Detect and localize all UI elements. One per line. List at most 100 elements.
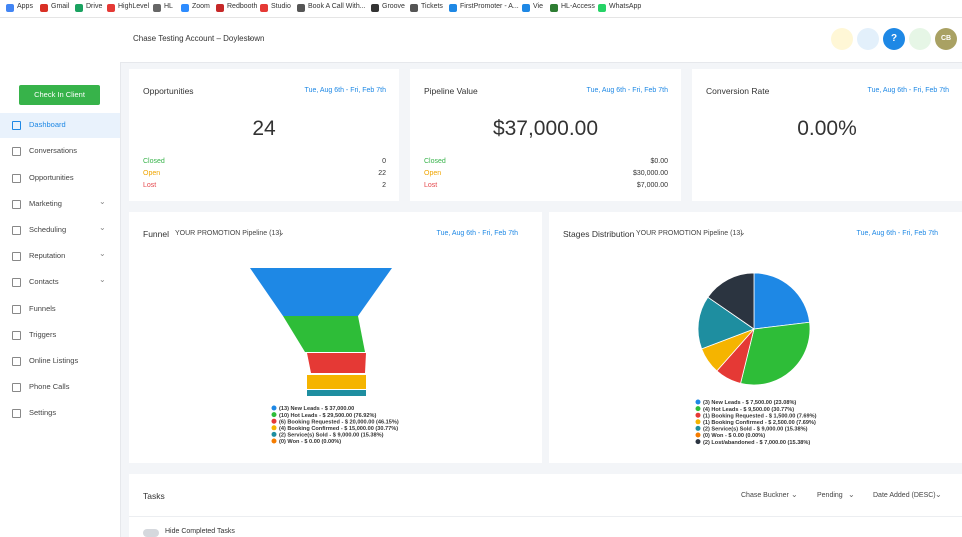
- row-value: 2: [382, 182, 386, 189]
- bookmark[interactable]: Studio: [271, 3, 291, 10]
- card-value: $37,000.00: [492, 117, 599, 140]
- menu-caret: ⌄: [99, 275, 106, 284]
- bookmark-icon: [410, 4, 418, 12]
- menu-item[interactable]: Scheduling: [29, 225, 67, 234]
- pipeline-select[interactable]: YOUR PROMOTION Pipeline (13): [636, 230, 743, 237]
- legend-entry: (3) New Leads - $ 7,500.00 (23.08%): [703, 400, 796, 406]
- row-value: $0.00: [650, 158, 668, 165]
- bookmark-icon: [181, 4, 189, 12]
- tasks-divider: [129, 516, 962, 517]
- bookmark-icon: [6, 4, 14, 12]
- check-in-button[interactable]: Check In Client: [19, 85, 100, 105]
- card-date[interactable]: Tue, Aug 6th - Fri, Feb 7th: [586, 87, 668, 94]
- menu-item[interactable]: Online Listings: [29, 356, 79, 365]
- row-value: $7,000.00: [636, 182, 668, 189]
- chart-title: Funnel: [143, 229, 169, 239]
- account-switcher[interactable]: Chase Testing Account – Doylestown: [133, 34, 265, 43]
- menu-item[interactable]: Conversations: [29, 146, 77, 155]
- metric-card: Opportunities Tue, Aug 6th - Fri, Feb 7th…: [129, 69, 399, 201]
- card-title: Opportunities: [143, 86, 194, 96]
- bookmark[interactable]: Zoom: [192, 3, 210, 10]
- bookmark[interactable]: Groove: [382, 3, 405, 10]
- card-date[interactable]: Tue, Aug 6th - Fri, Feb 7th: [304, 87, 386, 94]
- task-filter[interactable]: Chase Buckner: [741, 492, 789, 499]
- row-value: 22: [378, 170, 386, 177]
- row-label: Lost: [424, 182, 438, 189]
- card-date[interactable]: Tue, Aug 6th - Fri, Feb 7th: [867, 87, 949, 94]
- bookmark[interactable]: HighLevel: [118, 3, 150, 10]
- row-label: Closed: [143, 158, 165, 165]
- bookmark-icon: [75, 4, 83, 12]
- toggle-label[interactable]: Hide Completed Tasks: [165, 528, 235, 535]
- legend-swatch: [271, 405, 277, 411]
- menu-item[interactable]: Marketing: [29, 199, 62, 208]
- row-value: $30,000.00: [632, 170, 668, 177]
- pie-slice: [740, 321, 811, 386]
- pie-slice: [697, 296, 755, 350]
- sidebar: [0, 62, 121, 537]
- metric-card: Conversion Rate Tue, Aug 6th - Fri, Feb 7…: [692, 69, 962, 201]
- menu-item[interactable]: Funnels: [29, 304, 56, 313]
- bookmark[interactable]: Redbooth: [227, 3, 258, 10]
- legend-swatch: [695, 425, 701, 431]
- task-filter[interactable]: Pending: [817, 492, 843, 499]
- bookmark-icon: [40, 4, 48, 12]
- bookmark[interactable]: Drive: [86, 3, 103, 10]
- menu-caret: ⌄: [99, 197, 106, 206]
- card-title: Conversion Rate: [706, 86, 770, 96]
- legend-swatch: [271, 431, 277, 437]
- legend-swatch: [695, 406, 701, 412]
- bookmark-icon: [550, 4, 558, 12]
- card-value: 24: [252, 117, 276, 140]
- bookmarks-bar: [0, 0, 962, 18]
- bookmark[interactable]: HL: [164, 3, 173, 10]
- menu-item[interactable]: Phone Calls: [29, 382, 70, 391]
- card-title: Pipeline Value: [424, 86, 478, 96]
- bookmark-icon: [598, 4, 606, 12]
- legend-swatch: [695, 412, 701, 418]
- row-label: Open: [143, 170, 161, 177]
- funnel-segment: [250, 268, 392, 316]
- bookmark[interactable]: FirstPromoter - A...: [460, 3, 519, 10]
- header-icon[interactable]: [909, 28, 931, 50]
- bookmark[interactable]: Gmail: [51, 3, 70, 10]
- legend-swatch: [271, 438, 277, 444]
- bookmark[interactable]: Vie: [533, 3, 543, 10]
- bookmark[interactable]: WhatsApp: [609, 3, 642, 10]
- chart-date[interactable]: Tue, Aug 6th - Fri, Feb 7th: [436, 230, 518, 237]
- menu-item[interactable]: Triggers: [29, 330, 57, 339]
- header-icon[interactable]: [831, 28, 853, 50]
- menu-icon: [12, 331, 21, 340]
- menu-item[interactable]: Opportunities: [29, 173, 74, 182]
- header-icon[interactable]: ?: [883, 28, 905, 50]
- chart-date[interactable]: Tue, Aug 6th - Fri, Feb 7th: [856, 230, 938, 237]
- bookmark[interactable]: HL-Access: [561, 3, 595, 10]
- menu-caret: ⌄: [99, 223, 106, 232]
- menu-icon: [12, 147, 21, 156]
- legend-entry: (1) Booking Confirmed - $ 2,500.00 (7.69…: [703, 420, 816, 426]
- pipeline-select[interactable]: YOUR PROMOTION Pipeline (13): [175, 230, 282, 237]
- menu-item[interactable]: Dashboard: [29, 120, 66, 129]
- filter-caret: ⌄: [935, 490, 942, 499]
- menu-icon: [12, 252, 21, 261]
- task-filter[interactable]: Date Added (DESC): [873, 492, 936, 499]
- funnel-segment: [283, 316, 365, 352]
- header-icon[interactable]: [857, 28, 879, 50]
- menu-icon: [12, 409, 21, 418]
- bookmark[interactable]: Book A Call With...: [308, 3, 366, 10]
- bookmark[interactable]: Tickets: [421, 3, 443, 10]
- funnel-chart: (13) New Leads - $ 37,000.00(10) Hot Lea…: [250, 268, 399, 445]
- legend-entry: (0) Won - $ 0.00 (0.00%): [703, 433, 765, 439]
- menu-item[interactable]: Settings: [29, 408, 57, 417]
- menu-item[interactable]: Reputation: [29, 251, 66, 260]
- stages-chart: (3) New Leads - $ 7,500.00 (23.08%)(4) H…: [695, 272, 817, 446]
- legend-entry: (2) Lost/abandoned - $ 7,000.00 (15.38%): [703, 440, 810, 446]
- dropdown-caret: ⌄: [247, 33, 254, 42]
- menu-item[interactable]: Contacts: [29, 277, 59, 286]
- bookmark-icon: [216, 4, 224, 12]
- menu-icon: [12, 305, 21, 314]
- bookmark[interactable]: Apps: [17, 3, 33, 10]
- header-icon[interactable]: CB: [935, 28, 957, 50]
- toggle-switch[interactable]: [143, 529, 159, 537]
